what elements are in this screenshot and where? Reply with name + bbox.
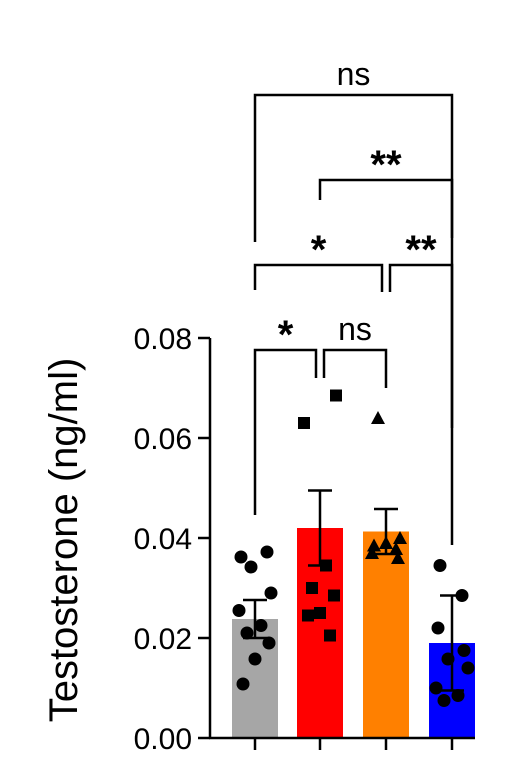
data-point — [389, 542, 403, 555]
data-point — [254, 619, 268, 632]
significance-layer: * ns* ****ns — [253, 56, 454, 545]
data-point — [232, 604, 246, 617]
significance-label: ** — [370, 143, 402, 187]
error-bars-layer — [243, 489, 464, 692]
y-tick-label: 0.06 — [134, 423, 192, 456]
data-point — [431, 621, 445, 635]
data-point — [365, 546, 379, 559]
data-point — [314, 607, 326, 619]
data-point — [429, 681, 443, 695]
data-point — [306, 582, 318, 594]
y-tick-label: 0.08 — [134, 323, 192, 356]
data-point — [240, 626, 254, 640]
significance-bracket — [253, 93, 454, 428]
data-point — [433, 559, 447, 572]
data-point — [236, 677, 250, 691]
y-tick-label: 0.00 — [134, 723, 192, 756]
axes-layer: 0.00 0.02 0.04 0.06 0.08 — [134, 323, 475, 756]
data-point — [367, 538, 381, 552]
data-point — [324, 629, 336, 642]
significance-label: ns — [337, 56, 371, 92]
data-point — [248, 652, 262, 666]
points-layer — [232, 389, 475, 707]
data-point — [451, 689, 465, 702]
data-point — [393, 531, 407, 544]
data-point — [260, 545, 274, 559]
data-point — [234, 550, 248, 564]
data-point — [457, 644, 471, 657]
significance-bracket — [253, 348, 318, 515]
data-point — [264, 586, 278, 600]
y-tick-label: 0.02 — [134, 623, 192, 656]
significance-bracket — [322, 348, 388, 388]
data-point — [244, 560, 258, 574]
significance-label: * — [311, 228, 327, 272]
data-point — [302, 609, 314, 622]
data-point — [437, 694, 451, 707]
data-point — [298, 417, 310, 429]
bar-3 — [363, 531, 409, 738]
significance-label: ** — [405, 228, 437, 272]
significance-label: * — [278, 313, 294, 357]
y-axis-label: Testosterone (ng/ml) — [42, 358, 86, 723]
data-point — [391, 551, 405, 564]
data-point — [328, 589, 340, 602]
data-point — [461, 661, 475, 675]
data-point — [371, 411, 385, 424]
significance-label: ns — [338, 311, 372, 347]
data-point — [262, 636, 276, 650]
data-point — [330, 389, 342, 402]
significance-bracket — [253, 263, 384, 292]
significance-bracket — [388, 263, 454, 545]
y-tick-label: 0.04 — [134, 523, 192, 556]
